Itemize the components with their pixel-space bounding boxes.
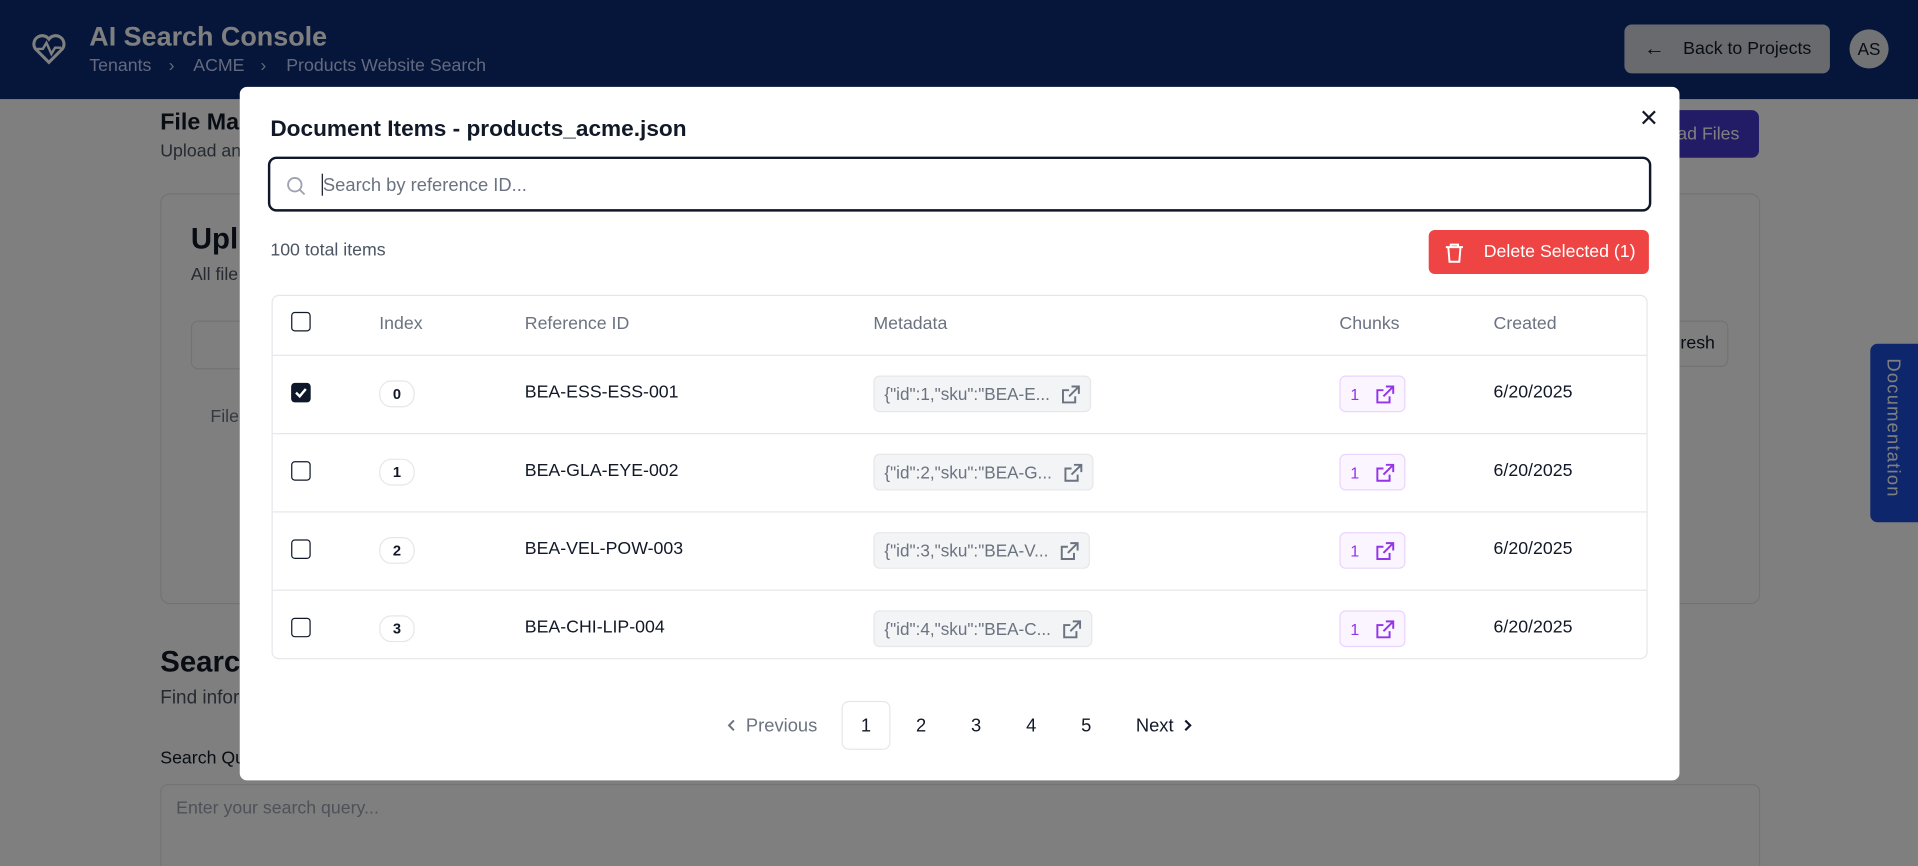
created-date: 6/20/2025 (1493, 461, 1573, 481)
metadata-chip[interactable]: {"id":1,"sku":"BEA-E... (873, 375, 1092, 413)
row-divider (272, 589, 1647, 591)
close-button[interactable] (1640, 109, 1657, 126)
chunks-count: 1 (1350, 462, 1360, 482)
index-badge: 1 (379, 458, 415, 486)
external-link-icon (1063, 619, 1082, 638)
modal-title: Document Items - products_acme.json (270, 114, 687, 141)
external-link-icon (1376, 463, 1395, 482)
chunks-count: 1 (1350, 384, 1360, 404)
created-date: 6/20/2025 (1493, 617, 1573, 638)
metadata-text: {"id":1,"sku":"BEA-E... (884, 384, 1050, 404)
reference-id: BEA-CHI-LIP-004 (524, 617, 665, 638)
chunks-chip[interactable]: 1 (1339, 375, 1406, 413)
external-link-icon (1062, 384, 1081, 403)
check-icon (295, 388, 307, 399)
page-button[interactable]: 2 (915, 714, 927, 736)
chevron-right (1185, 719, 1193, 732)
metadata-text: {"id":4,"sku":"BEA-C... (884, 618, 1051, 639)
button-label: Next (1135, 714, 1174, 736)
index-badge: 2 (379, 536, 415, 564)
chevron-left (727, 719, 735, 731)
row-divider (272, 433, 1647, 435)
row-checkbox[interactable] (291, 382, 311, 403)
chunks-chip[interactable]: 1 (1339, 532, 1406, 569)
metadata-chip[interactable]: {"id":4,"sku":"BEA-C... (873, 610, 1093, 648)
external-link-icon (1060, 541, 1079, 560)
previous-button[interactable]: Previous (722, 701, 822, 750)
reference-id: BEA-VEL-POW-003 (524, 539, 684, 560)
index-badge: 0 (379, 380, 415, 408)
row-checkbox[interactable] (291, 539, 311, 560)
next-button[interactable]: Next (1128, 701, 1201, 750)
page-button[interactable]: 1 (841, 700, 891, 750)
column-header: Chunks (1339, 314, 1400, 334)
external-link-icon (1376, 619, 1395, 638)
external-link-icon (1376, 384, 1395, 403)
column-header: Index (379, 314, 423, 334)
button-label: Delete Selected (1) (1483, 242, 1636, 262)
page-button[interactable]: 4 (1026, 714, 1037, 736)
row-checkbox[interactable] (291, 617, 311, 638)
caret (321, 173, 323, 196)
page-button[interactable]: 5 (1081, 714, 1092, 736)
external-link-icon (1064, 463, 1083, 482)
column-header: Metadata (873, 314, 948, 334)
index-badge: 3 (379, 615, 415, 643)
metadata-text: {"id":2,"sku":"BEA-G... (884, 462, 1052, 482)
row-divider (272, 354, 1647, 356)
row-divider (272, 511, 1647, 513)
metadata-chip[interactable]: {"id":3,"sku":"BEA-V... (873, 532, 1090, 569)
chunks-count: 1 (1350, 619, 1360, 638)
search-icon (287, 177, 306, 196)
chunks-chip[interactable]: 1 (1339, 453, 1406, 491)
column-header: Reference ID (524, 314, 630, 334)
reference-id: BEA-ESS-ESS-001 (524, 382, 679, 403)
metadata-chip[interactable]: {"id":2,"sku":"BEA-G... (873, 453, 1094, 491)
chunks-chip[interactable]: 1 (1339, 610, 1406, 648)
trash-icon (1445, 243, 1463, 263)
metadata-text: {"id":3,"sku":"BEA-V... (884, 540, 1049, 561)
delete-button[interactable]: Delete Selected (1) (1428, 229, 1649, 274)
row-checkbox[interactable] (291, 461, 311, 481)
created-date: 6/20/2025 (1493, 382, 1573, 403)
button-label: Previous (745, 714, 818, 736)
created-date: 6/20/2025 (1493, 539, 1573, 560)
chunks-count: 1 (1350, 541, 1360, 560)
reference-id: BEA-GLA-EYE-002 (524, 461, 679, 481)
column-header: Created (1493, 314, 1557, 334)
select-all-checkbox[interactable] (291, 311, 311, 332)
external-link-icon (1376, 541, 1395, 560)
search-input[interactable]: Search by reference ID... (267, 156, 1652, 212)
placeholder: Search by reference ID... (322, 174, 527, 196)
items-table (271, 294, 1648, 660)
page-button[interactable]: 3 (971, 714, 982, 736)
total-items: 100 total items (270, 240, 386, 261)
